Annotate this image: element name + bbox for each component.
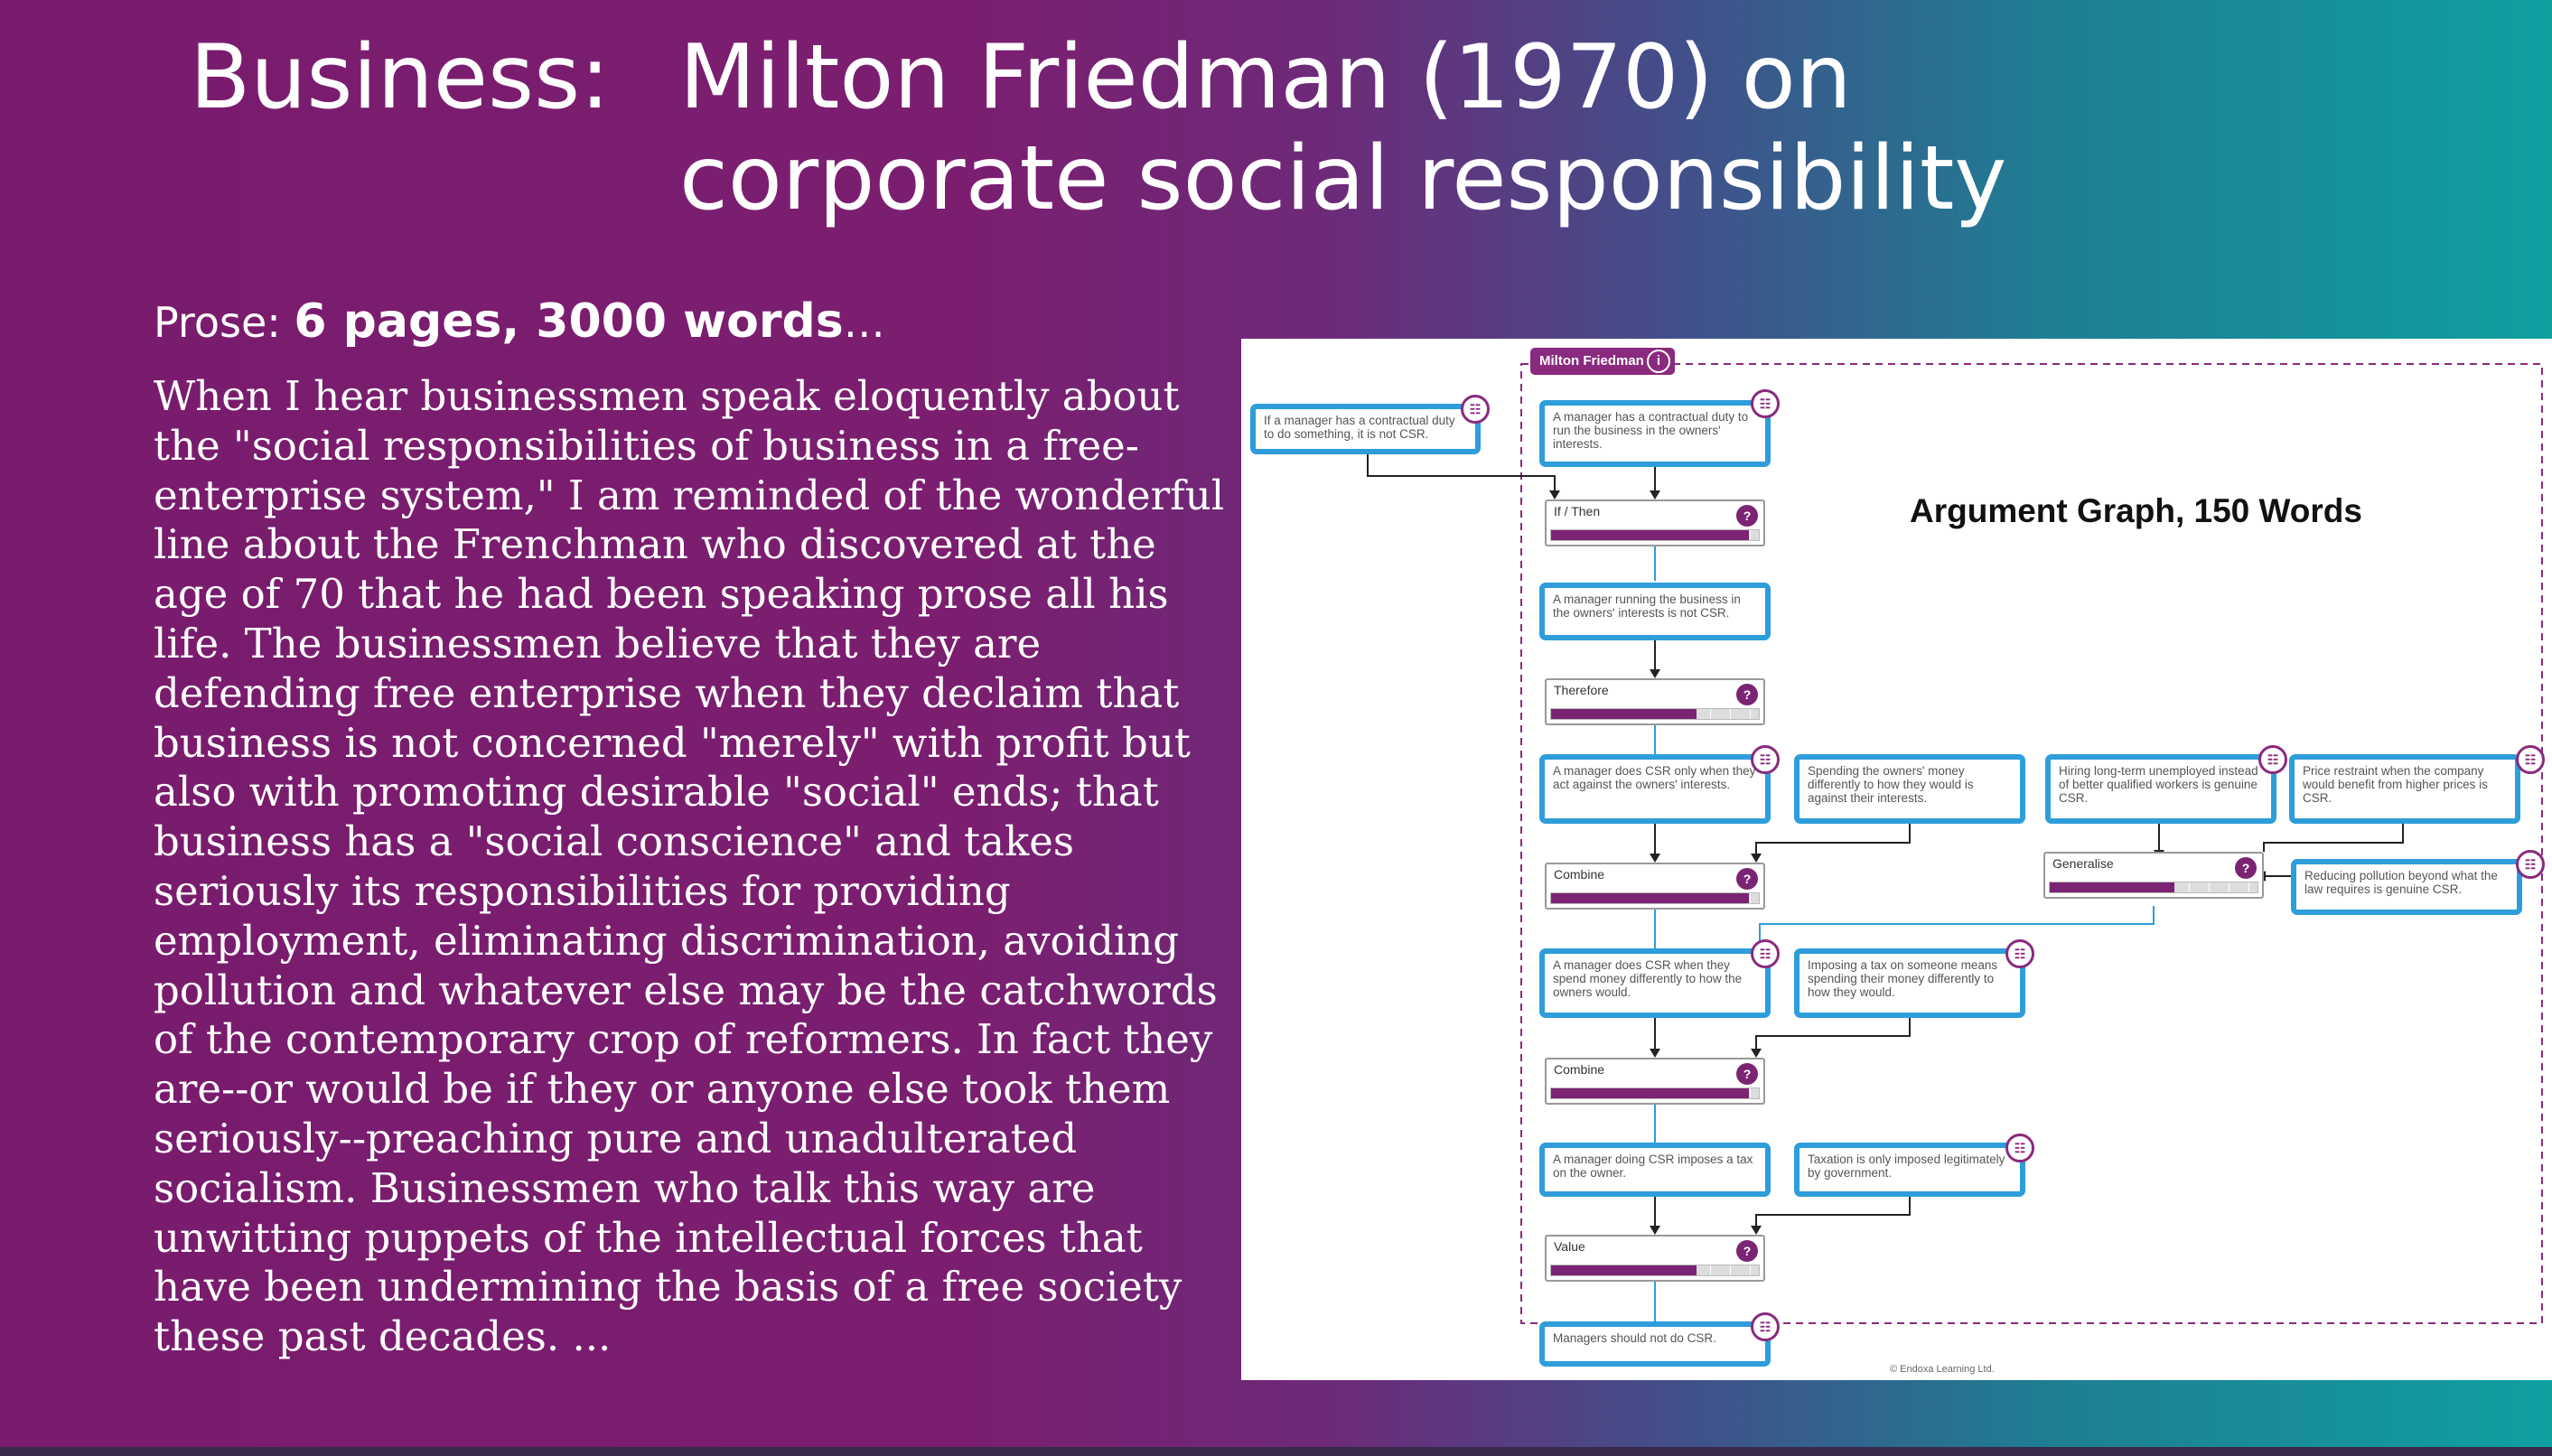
claim-c3[interactable]: A manager running the business in the ow… [1539,583,1771,640]
claim-text: Imposing a tax on someone means spending… [1808,958,1998,999]
claim-menu-icon[interactable]: ☷ [2005,939,2034,968]
question-icon[interactable]: ? [1736,505,1758,527]
inference-label: If / Then [1554,504,1601,518]
strength-meter [1550,892,1760,904]
connector-i4-c9 [1759,906,2155,949]
strength-fill [1551,1088,1749,1098]
strength-meter [1550,529,1760,541]
connector-c5-i3 [1755,824,1911,855]
bottom-bar [0,1447,2552,1456]
claim-text: A manager doing CSR imposes a tax on the… [1553,1153,1753,1180]
prose-label: Prose: [154,298,281,347]
claim-c11[interactable]: A manager doing CSR imposes a tax on the… [1539,1143,1771,1197]
inference-i5[interactable]: Combine ? [1545,1058,1765,1105]
connector-c7-i4 [2263,824,2404,852]
connector-c1-i1 [1367,454,1556,492]
inference-i1[interactable]: If / Then ? [1545,499,1765,546]
claim-c12[interactable]: Taxation is only imposed legitimately by… [1794,1143,2025,1197]
strength-fill [1551,709,1697,719]
question-icon[interactable]: ? [2235,857,2257,879]
prose-length: 6 pages, 3000 words [294,294,844,349]
strength-fill [1551,893,1749,903]
strength-fill [2050,882,2174,892]
prose-quote: When I hear businessmen speak eloquently… [154,372,1225,1361]
inference-label: Therefore [1554,683,1609,697]
claim-text: A manager does CSR when they spend money… [1553,958,1743,999]
strength-fill [1551,1265,1697,1275]
claim-menu-icon[interactable]: ☷ [1751,745,1780,774]
claim-menu-icon[interactable]: ☷ [2005,1134,2034,1162]
strength-meter [2049,882,2258,893]
claim-text: Hiring long-term unemployed instead of b… [2059,764,2258,805]
claim-c7[interactable]: Price restraint when the company would b… [2289,754,2520,824]
inference-label: Generalise [2052,856,2114,871]
claim-text: If a manager has a contractual duty to d… [1264,414,1455,441]
claim-text: A manager running the business in the ow… [1553,593,1741,620]
inference-i6[interactable]: Value ? [1545,1235,1765,1282]
claim-text: Managers should not do CSR. [1553,1331,1716,1345]
prose-heading: Prose: 6 pages, 3000 words… [154,294,885,350]
question-icon[interactable]: ? [1736,1063,1758,1085]
claim-c10[interactable]: Imposing a tax on someone means spending… [1794,948,2025,1018]
claim-c8[interactable]: Reducing pollution beyond what the law r… [2291,859,2522,915]
inference-i2[interactable]: Therefore ? [1545,678,1765,725]
claim-c13[interactable]: Managers should not do CSR. [1539,1321,1771,1367]
inference-label: Combine [1554,1062,1605,1077]
inference-i3[interactable]: Combine ? [1545,863,1765,910]
prose-ellipsis: … [843,298,885,347]
claim-c2[interactable]: A manager has a contractual duty to run … [1539,400,1771,467]
argument-graph-panel: Milton Friedman i Argument Graph, 150 Wo… [1241,339,2552,1380]
question-icon[interactable]: ? [1736,1240,1758,1262]
claim-menu-icon[interactable]: ☷ [1751,939,1780,968]
connector-c10-i5 [1755,1018,1911,1050]
slide-title-prefix: Business: [190,26,611,129]
claim-c9[interactable]: A manager does CSR when they spend money… [1539,948,1771,1018]
claim-menu-icon[interactable]: ☷ [2258,745,2287,774]
claim-text: Price restraint when the company would b… [2303,764,2488,805]
claim-c4[interactable]: A manager does CSR only when they act ag… [1539,754,1771,824]
author-name: Milton Friedman [1539,353,1644,369]
strength-meter [1550,1265,1760,1276]
copyright-notice: © Endoxa Learning Ltd. [1890,1364,1995,1375]
claim-c1[interactable]: If a manager has a contractual duty to d… [1250,404,1481,454]
claim-menu-icon[interactable]: ☷ [1751,1312,1780,1341]
claim-menu-icon[interactable]: ☷ [2516,850,2545,879]
slide-title-line-1: Milton Friedman (1970) on [679,26,1852,129]
inference-label: Value [1554,1239,1585,1254]
graph-title: Argument Graph, 150 Words [1910,492,2362,529]
strength-fill [1551,530,1749,540]
claim-c6[interactable]: Hiring long-term unemployed instead of b… [2045,754,2276,824]
claim-text: Spending the owners' money differently t… [1808,764,1974,805]
inference-i4[interactable]: Generalise ? [2043,852,2264,899]
claim-text: Taxation is only imposed legitimately by… [1808,1153,2005,1180]
claim-c5[interactable]: Spending the owners' money differently t… [1794,754,2025,824]
claim-menu-icon[interactable]: ☷ [1461,395,1490,424]
author-bounding-box [1520,363,2543,1324]
graph-connectors [1367,363,2543,1324]
slide-title-line-2: corporate social responsibility [679,127,2007,230]
author-info-icon[interactable]: i [1647,350,1670,373]
question-icon[interactable]: ? [1736,868,1758,890]
claim-text: Reducing pollution beyond what the law r… [2304,869,2498,896]
claim-menu-icon[interactable]: ☷ [1751,389,1780,418]
slide-title: Milton Friedman (1970) on corporate soci… [679,27,2125,229]
question-icon[interactable]: ? [1736,684,1758,705]
claim-menu-icon[interactable]: ☷ [2516,745,2545,774]
strength-meter [1550,708,1760,720]
strength-meter [1550,1087,1760,1099]
claim-text: A manager does CSR only when they act ag… [1553,764,1756,791]
connector-c12-i6 [1755,1197,1911,1227]
claim-text: A manager has a contractual duty to run … [1553,410,1749,451]
inference-label: Combine [1554,867,1605,882]
